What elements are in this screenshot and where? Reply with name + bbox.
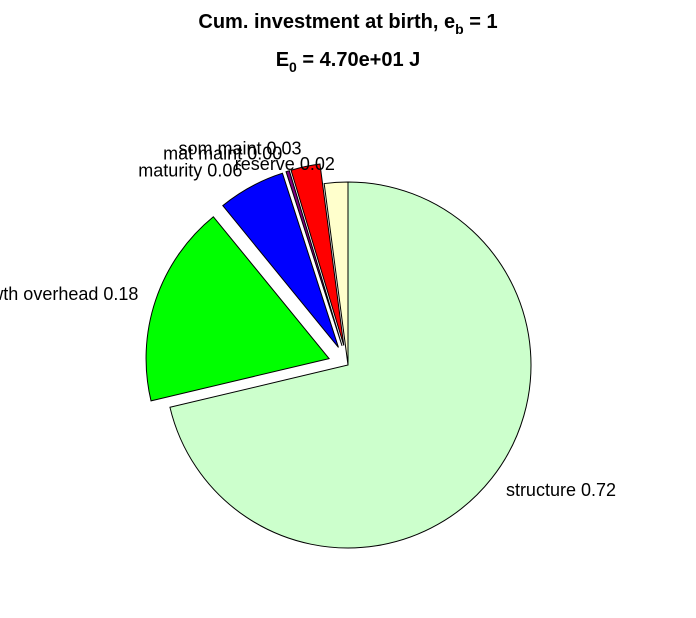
title-line-1-prefix: Cum. investment at birth, e — [198, 11, 455, 33]
chart-title-line-2: E0 = 4.70e+01 J — [276, 49, 421, 75]
title-line-1-subscript: b — [455, 21, 464, 37]
title-line-2-prefix: E — [276, 49, 289, 71]
pie-slices — [145, 163, 532, 549]
pie-slice-mat-maint — [285, 170, 343, 347]
pie-label-som-maint: som maint 0.03 — [178, 139, 301, 159]
title-line-1-suffix: = 1 — [464, 11, 498, 33]
pie-label-reserve: reserve 0.02 — [235, 154, 335, 174]
pie-slice-som-maint — [290, 163, 345, 346]
pie-slice-growth-overhead — [145, 216, 330, 402]
title-line-2-subscript: 0 — [289, 59, 297, 75]
pie-slice-maturity — [222, 172, 339, 348]
pie-label-maturity: maturity 0.06 — [138, 161, 242, 181]
title-line-2-suffix: = 4.70e+01 J — [297, 49, 420, 71]
pie-label-mat-maint: mat maint 0.00 — [163, 144, 282, 164]
pie-slice-reserve — [323, 181, 349, 366]
pie-label-growth-overhead: growth overhead 0.18 — [0, 284, 138, 304]
pie-label-structure: structure 0.72 — [506, 480, 616, 500]
pie-labels: structure 0.72 growth overhead 0.18 maturi… — [0, 139, 616, 500]
chart-title-line-1: Cum. investment at birth, eb = 1 — [198, 11, 497, 37]
pie-slice-structure — [169, 181, 532, 549]
